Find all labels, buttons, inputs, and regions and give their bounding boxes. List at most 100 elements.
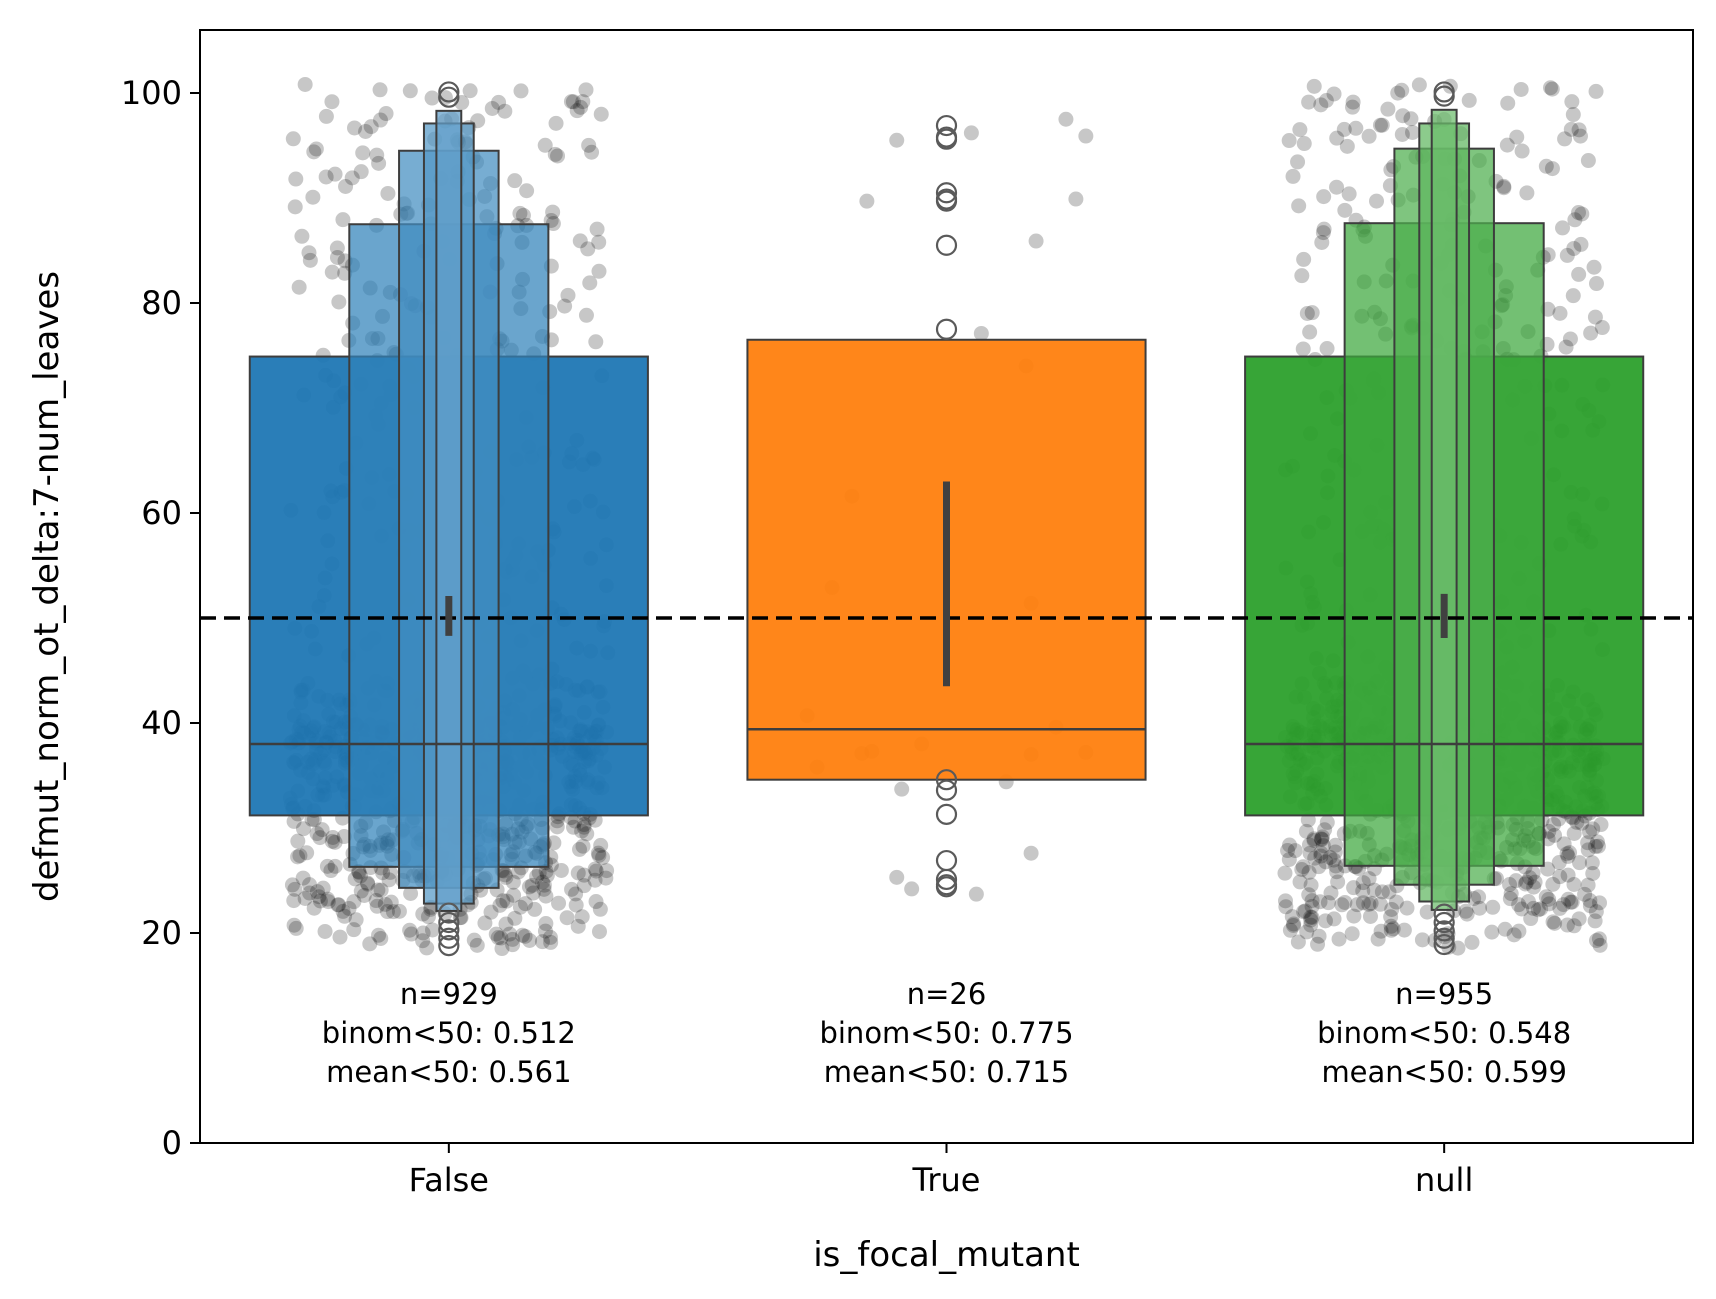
jitter-point-false	[563, 94, 579, 110]
jitter-point-false	[346, 894, 362, 910]
jitter-point-false	[512, 205, 528, 221]
jitter-point-false	[575, 94, 591, 110]
outlier-false	[438, 902, 460, 924]
jitter-point-false	[576, 878, 592, 894]
jitter-point-null	[1567, 212, 1583, 228]
jitter-point-null	[1538, 889, 1554, 905]
jitter-point-false	[306, 900, 322, 916]
jitter-point-false	[351, 864, 367, 880]
outlier-false	[438, 81, 460, 103]
jitter-point-null	[1349, 897, 1365, 913]
jitter-point-false	[549, 813, 565, 829]
jitter-point-null	[1323, 885, 1339, 901]
jitter-point-null	[1285, 168, 1301, 184]
jitter-point-null	[1312, 894, 1328, 910]
jitter-point-false	[415, 933, 431, 949]
jitter-point-false	[537, 923, 553, 939]
jitter-point-false	[579, 826, 595, 842]
jitter-point-null	[1566, 918, 1582, 934]
jitter-point-null	[1296, 904, 1312, 920]
jitter-point-false	[336, 829, 352, 845]
jitter-point-null	[1574, 206, 1590, 222]
jitter-point-null	[1520, 894, 1536, 910]
jitter-point-true	[1023, 845, 1039, 861]
jitter-point-null	[1582, 893, 1598, 909]
jitter-point-null	[1533, 901, 1549, 917]
x-tick-label-false: False	[409, 1161, 489, 1199]
jitter-point-false	[535, 874, 551, 890]
jitter-point-null	[1522, 870, 1538, 886]
jitter-point-null	[1500, 95, 1516, 111]
jitter-point-null	[1543, 80, 1559, 96]
jitter-point-null	[1523, 911, 1539, 927]
jitter-point-false	[592, 901, 608, 917]
jitter-point-null	[1290, 934, 1306, 950]
outlier-true	[935, 803, 958, 825]
outlier-null	[1433, 927, 1455, 949]
jitter-point-null	[1374, 117, 1390, 133]
outlier-null	[1433, 911, 1455, 934]
jitter-point-null	[1577, 886, 1593, 902]
y-axis-label: defmut_norm_ot_delta:7-num_leaves	[27, 271, 67, 902]
jitter-point-null	[1580, 153, 1596, 169]
jitter-point-null	[1280, 843, 1296, 859]
jitter-point-true	[1028, 233, 1044, 249]
jitter-point-false	[499, 893, 515, 909]
jitter-point-false	[381, 872, 397, 888]
jitter-point-null	[1314, 831, 1330, 847]
jitter-point-null	[1519, 185, 1535, 201]
jitter-point-false	[320, 891, 336, 907]
jitter-point-false	[515, 207, 531, 223]
jitter-point-null	[1296, 251, 1312, 267]
x-tick-label-true: True	[912, 1161, 981, 1199]
jitter-point-true	[894, 781, 910, 797]
jitter-point-false	[587, 812, 603, 828]
jitter-point-null	[1315, 225, 1331, 241]
axes: 0 20 40 60 80 100 False True null	[121, 74, 1473, 1199]
jitter-point-null	[1294, 268, 1310, 284]
jitter-point-null	[1346, 908, 1362, 924]
jitter-point-null	[1574, 815, 1590, 831]
outlier-null	[1433, 933, 1455, 956]
jitter-point-null	[1511, 897, 1527, 913]
jitter-point-null	[1307, 850, 1323, 866]
jitter-point-true	[968, 886, 984, 902]
jitter-point-false	[330, 897, 346, 913]
outlier-true	[935, 868, 958, 891]
annotation-line-false: mean<50: 0.561	[326, 1055, 571, 1089]
y-tick-label: 40	[141, 704, 182, 742]
outlier-false	[438, 927, 460, 949]
jitter-point-null	[1326, 911, 1342, 927]
jitter-point-null	[1278, 899, 1294, 915]
jitter-point-null	[1566, 876, 1582, 892]
jitter-point-false	[402, 922, 418, 938]
jitter-point-false	[547, 146, 563, 162]
jitter-point-null	[1317, 913, 1333, 929]
jitter-point-null	[1585, 866, 1601, 882]
jitter-point-null	[1348, 120, 1364, 136]
jitter-point-null	[1384, 901, 1400, 917]
jitter-point-true	[1078, 128, 1094, 144]
jitter-point-null	[1372, 896, 1388, 912]
jitter-point-null	[1594, 320, 1610, 336]
jitter-point-false	[308, 141, 324, 157]
jitter-point-false	[299, 845, 315, 861]
jitter-point-null	[1373, 923, 1389, 939]
annotation-line-null: n=955	[1395, 977, 1493, 1011]
annotation-line-null: mean<50: 0.599	[1321, 1055, 1566, 1089]
jitter-point-null	[1565, 107, 1581, 123]
jitter-point-null	[1374, 884, 1390, 900]
jitter-point-false	[420, 909, 436, 925]
jitter-point-null	[1566, 240, 1582, 256]
jitter-point-false	[536, 881, 552, 897]
jitter-point-false	[495, 893, 511, 909]
jitter-point-false	[549, 819, 565, 835]
jitter-point-false	[287, 881, 303, 897]
jitter-point-false	[360, 876, 376, 892]
jitter-point-null	[1361, 896, 1377, 912]
jitter-point-false	[302, 877, 318, 893]
jitter-point-null	[1458, 903, 1474, 919]
jitter-point-null	[1396, 922, 1412, 938]
jitter-point-false	[502, 926, 518, 942]
jitter-point-true	[963, 125, 979, 141]
